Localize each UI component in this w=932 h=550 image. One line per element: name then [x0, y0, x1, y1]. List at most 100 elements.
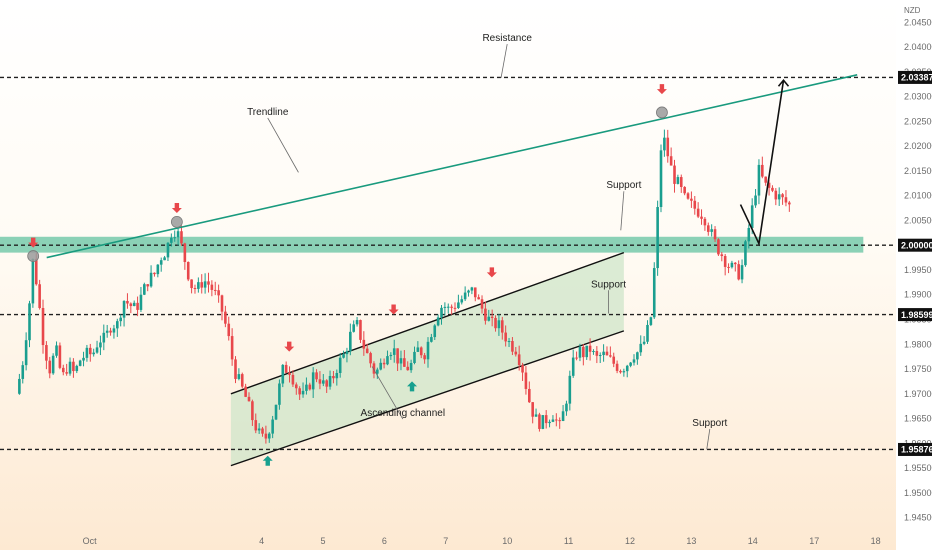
price-tag-label-1: 2.00000	[901, 240, 932, 250]
candle-body	[213, 289, 217, 291]
x-tick-label: 4	[259, 536, 264, 546]
candle-body	[514, 351, 518, 355]
price-tag-bg-0	[898, 70, 932, 84]
candle-body	[132, 302, 136, 307]
candle-body	[311, 372, 315, 390]
candle-body	[696, 208, 700, 217]
price-tag-bg-3	[898, 442, 932, 456]
y-tick-label: 1.96500	[904, 414, 932, 424]
candle-body	[416, 347, 420, 352]
candle-body	[720, 254, 724, 257]
candle-body	[298, 388, 301, 395]
candle-body	[116, 321, 119, 329]
candle-body	[750, 205, 754, 228]
candle-body	[426, 341, 430, 360]
candle-body	[500, 320, 504, 333]
candle-body	[102, 332, 106, 343]
x-tick-label: 7	[443, 536, 448, 546]
candle-body	[497, 320, 501, 329]
candle-body	[180, 231, 183, 244]
y-tick-label: 1.99000	[904, 290, 932, 300]
candle-body	[278, 383, 281, 405]
price-axis-background[interactable]	[896, 0, 932, 550]
candle-body	[423, 355, 426, 360]
y-tick-label: 2.00500	[904, 215, 932, 225]
candle-body	[24, 340, 28, 366]
candle-body	[85, 347, 89, 358]
candle-body	[673, 165, 676, 184]
candle-body	[409, 362, 413, 371]
candle-body	[31, 259, 35, 304]
candle-body	[679, 177, 683, 187]
candle-body	[237, 374, 241, 379]
candle-body	[95, 347, 99, 353]
candle-body	[41, 307, 45, 346]
candle-body	[291, 374, 295, 385]
candle-body	[453, 307, 457, 309]
buy-arrow-1	[407, 381, 418, 392]
y-tick-label: 2.04000	[904, 42, 932, 52]
candle-body	[244, 386, 247, 397]
candle-body	[592, 351, 595, 353]
candle-body	[534, 414, 538, 417]
candle-body	[565, 403, 568, 412]
candle-body	[176, 231, 180, 238]
y-tick-label: 2.03000	[904, 92, 932, 102]
candle-body	[652, 268, 656, 318]
candle-body	[504, 332, 507, 342]
candle-body	[92, 352, 95, 355]
buy-arrow-0	[262, 455, 273, 466]
candle-body	[55, 345, 58, 356]
candle-body	[703, 218, 707, 226]
candle-body	[362, 339, 366, 349]
candle-body	[294, 384, 298, 389]
candle-body	[419, 347, 423, 356]
candle-body	[78, 360, 82, 366]
candle-body	[251, 401, 254, 421]
candle-body	[460, 299, 464, 303]
candle-body	[480, 299, 484, 309]
candle-body	[558, 420, 561, 422]
y-tick-label: 2.01500	[904, 166, 932, 176]
candle-body	[761, 164, 764, 177]
candle-body	[139, 294, 143, 310]
annotation-pointer-support_upper	[620, 191, 625, 231]
y-tick-label: 2.02000	[904, 141, 932, 151]
candle-body	[723, 256, 727, 267]
candle-body	[582, 346, 585, 358]
y-tick-label: 1.97000	[904, 389, 932, 399]
candle-body	[531, 402, 534, 417]
candle-body	[541, 415, 545, 429]
candle-body	[227, 323, 231, 337]
candle-body	[305, 384, 308, 391]
candle-body	[700, 216, 703, 219]
candle-body	[18, 378, 21, 394]
candle-body	[48, 360, 52, 374]
candle-body	[247, 396, 251, 402]
candle-body	[159, 260, 163, 265]
candle-body	[777, 194, 781, 200]
candle-body	[72, 361, 75, 372]
candle-body	[372, 363, 376, 374]
annotation-pointer-resistance	[500, 44, 508, 78]
candle-body	[403, 358, 406, 367]
candle-body	[349, 331, 352, 352]
price-tag-bg-2	[898, 308, 932, 322]
candle-body	[507, 341, 511, 343]
candle-body	[487, 316, 491, 321]
candle-body	[473, 287, 477, 298]
candle-body	[281, 364, 285, 384]
candle-body	[21, 365, 25, 379]
candle-body	[669, 156, 673, 166]
candle-body	[598, 355, 602, 357]
candle-body	[207, 281, 210, 285]
touch-marker-0	[27, 250, 40, 262]
candle-body	[332, 375, 335, 379]
candle-body	[257, 428, 261, 431]
candle-body	[754, 195, 757, 206]
candle-body	[730, 262, 734, 268]
candle-body	[217, 290, 220, 296]
candle-body	[396, 348, 399, 364]
